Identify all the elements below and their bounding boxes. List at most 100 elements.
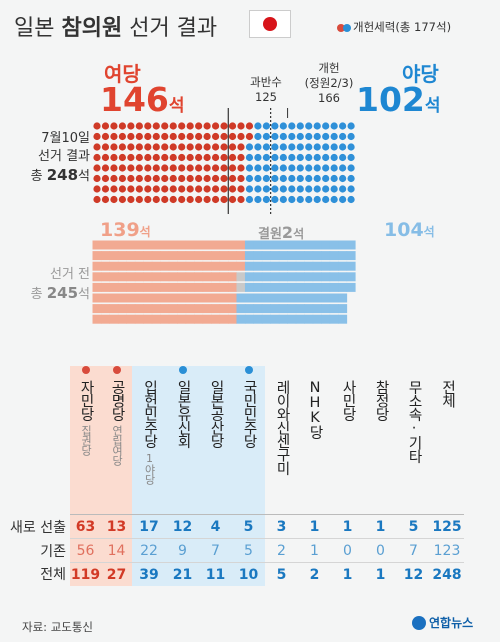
seat-dot (245, 174, 254, 183)
seat-square (228, 293, 238, 303)
seat-square (270, 293, 280, 303)
seat-dot (296, 132, 304, 141)
seat-dot (127, 153, 135, 162)
seat-dot (220, 143, 228, 151)
seat-square (185, 261, 195, 271)
seat-square (295, 272, 305, 282)
seat-dot (135, 143, 143, 151)
seat-square (117, 240, 127, 250)
seat-dot (101, 132, 110, 141)
seat-square (160, 240, 170, 250)
majority-marker-label: 과반수 125 (250, 75, 282, 104)
party-name: 일본공산당 (208, 380, 224, 448)
party-subtitle: 1야당 (143, 451, 156, 484)
seat-square (92, 251, 102, 261)
seat-square (185, 282, 195, 292)
seat-dot (305, 153, 313, 162)
seat-square (253, 272, 263, 282)
seat-square (270, 251, 280, 261)
seat-square (236, 261, 246, 271)
party-name: 국민민주당 (241, 380, 257, 448)
seat-square (287, 272, 297, 282)
seat-count: 12 (166, 514, 199, 539)
seat-square (244, 240, 254, 250)
legend: 개헌세력(총 177석) (337, 19, 451, 35)
seat-dot (93, 164, 101, 172)
party-seat-table: 자민당 집권당 공명당 연립여당 입헌민주당 1야당 일본유신회 일본공산당 국민민주당 레이와신… (10, 366, 464, 586)
seat-dot (305, 174, 313, 183)
spacer (212, 366, 220, 374)
seat-count: 1 (298, 514, 331, 539)
seat-dot (178, 132, 186, 141)
seat-count: 7 (199, 538, 232, 563)
seat-dot (127, 174, 135, 183)
seat-square (261, 293, 271, 303)
seat-square (185, 314, 195, 324)
seat-dot (169, 132, 177, 141)
seat-dot (211, 132, 220, 141)
seat-dot (339, 174, 347, 183)
seat-dot (288, 132, 296, 141)
seat-square (177, 282, 187, 292)
seat-dot (195, 185, 203, 193)
seat-square (109, 314, 119, 324)
seat-dot (339, 132, 347, 141)
seat-dot (161, 153, 169, 162)
seat-dot (186, 174, 194, 183)
seat-square (151, 251, 161, 261)
seat-dot (305, 143, 313, 151)
seat-dot (220, 174, 228, 183)
seat-dot (144, 174, 152, 183)
seat-dot (152, 153, 160, 162)
seat-square (151, 314, 161, 324)
seat-dot (313, 164, 321, 172)
seat-dot (118, 174, 127, 183)
seat-dot (186, 132, 194, 141)
seat-dot (144, 195, 152, 204)
seat-dot (271, 153, 279, 162)
seat-square (109, 272, 119, 282)
seat-count: 3 (265, 514, 298, 539)
seat-dot (347, 174, 355, 183)
seat-square (287, 261, 297, 271)
party-subtitle: 집권당 (79, 424, 93, 455)
supermajority-marker-label: 개헌 (정원2/3) 166 (304, 61, 354, 105)
seat-count: 0 (331, 538, 364, 563)
seat-dot (262, 174, 270, 183)
seat-dot (93, 195, 101, 204)
seat-dot (178, 153, 186, 162)
seat-dot (220, 132, 228, 141)
seat-square (211, 282, 221, 292)
seat-dot (305, 132, 313, 141)
seat-square (346, 240, 356, 250)
seat-dot (186, 195, 194, 204)
seat-dot (330, 132, 338, 141)
seat-square (329, 314, 339, 324)
seat-square (244, 293, 254, 303)
seat-dot (237, 132, 245, 141)
seat-square (151, 282, 161, 292)
seat-square (312, 293, 322, 303)
seat-square (244, 261, 254, 271)
seat-dot (245, 132, 254, 141)
seat-square (338, 261, 348, 271)
seat-count: 5 (265, 562, 298, 586)
spacer (410, 366, 418, 374)
seat-square (194, 293, 204, 303)
seat-dot (322, 195, 330, 204)
seat-count: 63 (70, 514, 101, 539)
seat-square (100, 314, 110, 324)
seat-dot (101, 153, 110, 162)
seat-square (329, 272, 339, 282)
seat-square (304, 293, 314, 303)
seat-square (261, 251, 271, 261)
seat-square (287, 251, 297, 261)
seat-dot (347, 143, 355, 151)
seat-square (168, 240, 178, 250)
seat-dot (161, 122, 169, 130)
seat-dot (305, 164, 313, 172)
seat-dot (110, 174, 118, 183)
seat-dot (237, 143, 245, 151)
seat-square (109, 293, 119, 303)
seat-dot (195, 195, 203, 204)
